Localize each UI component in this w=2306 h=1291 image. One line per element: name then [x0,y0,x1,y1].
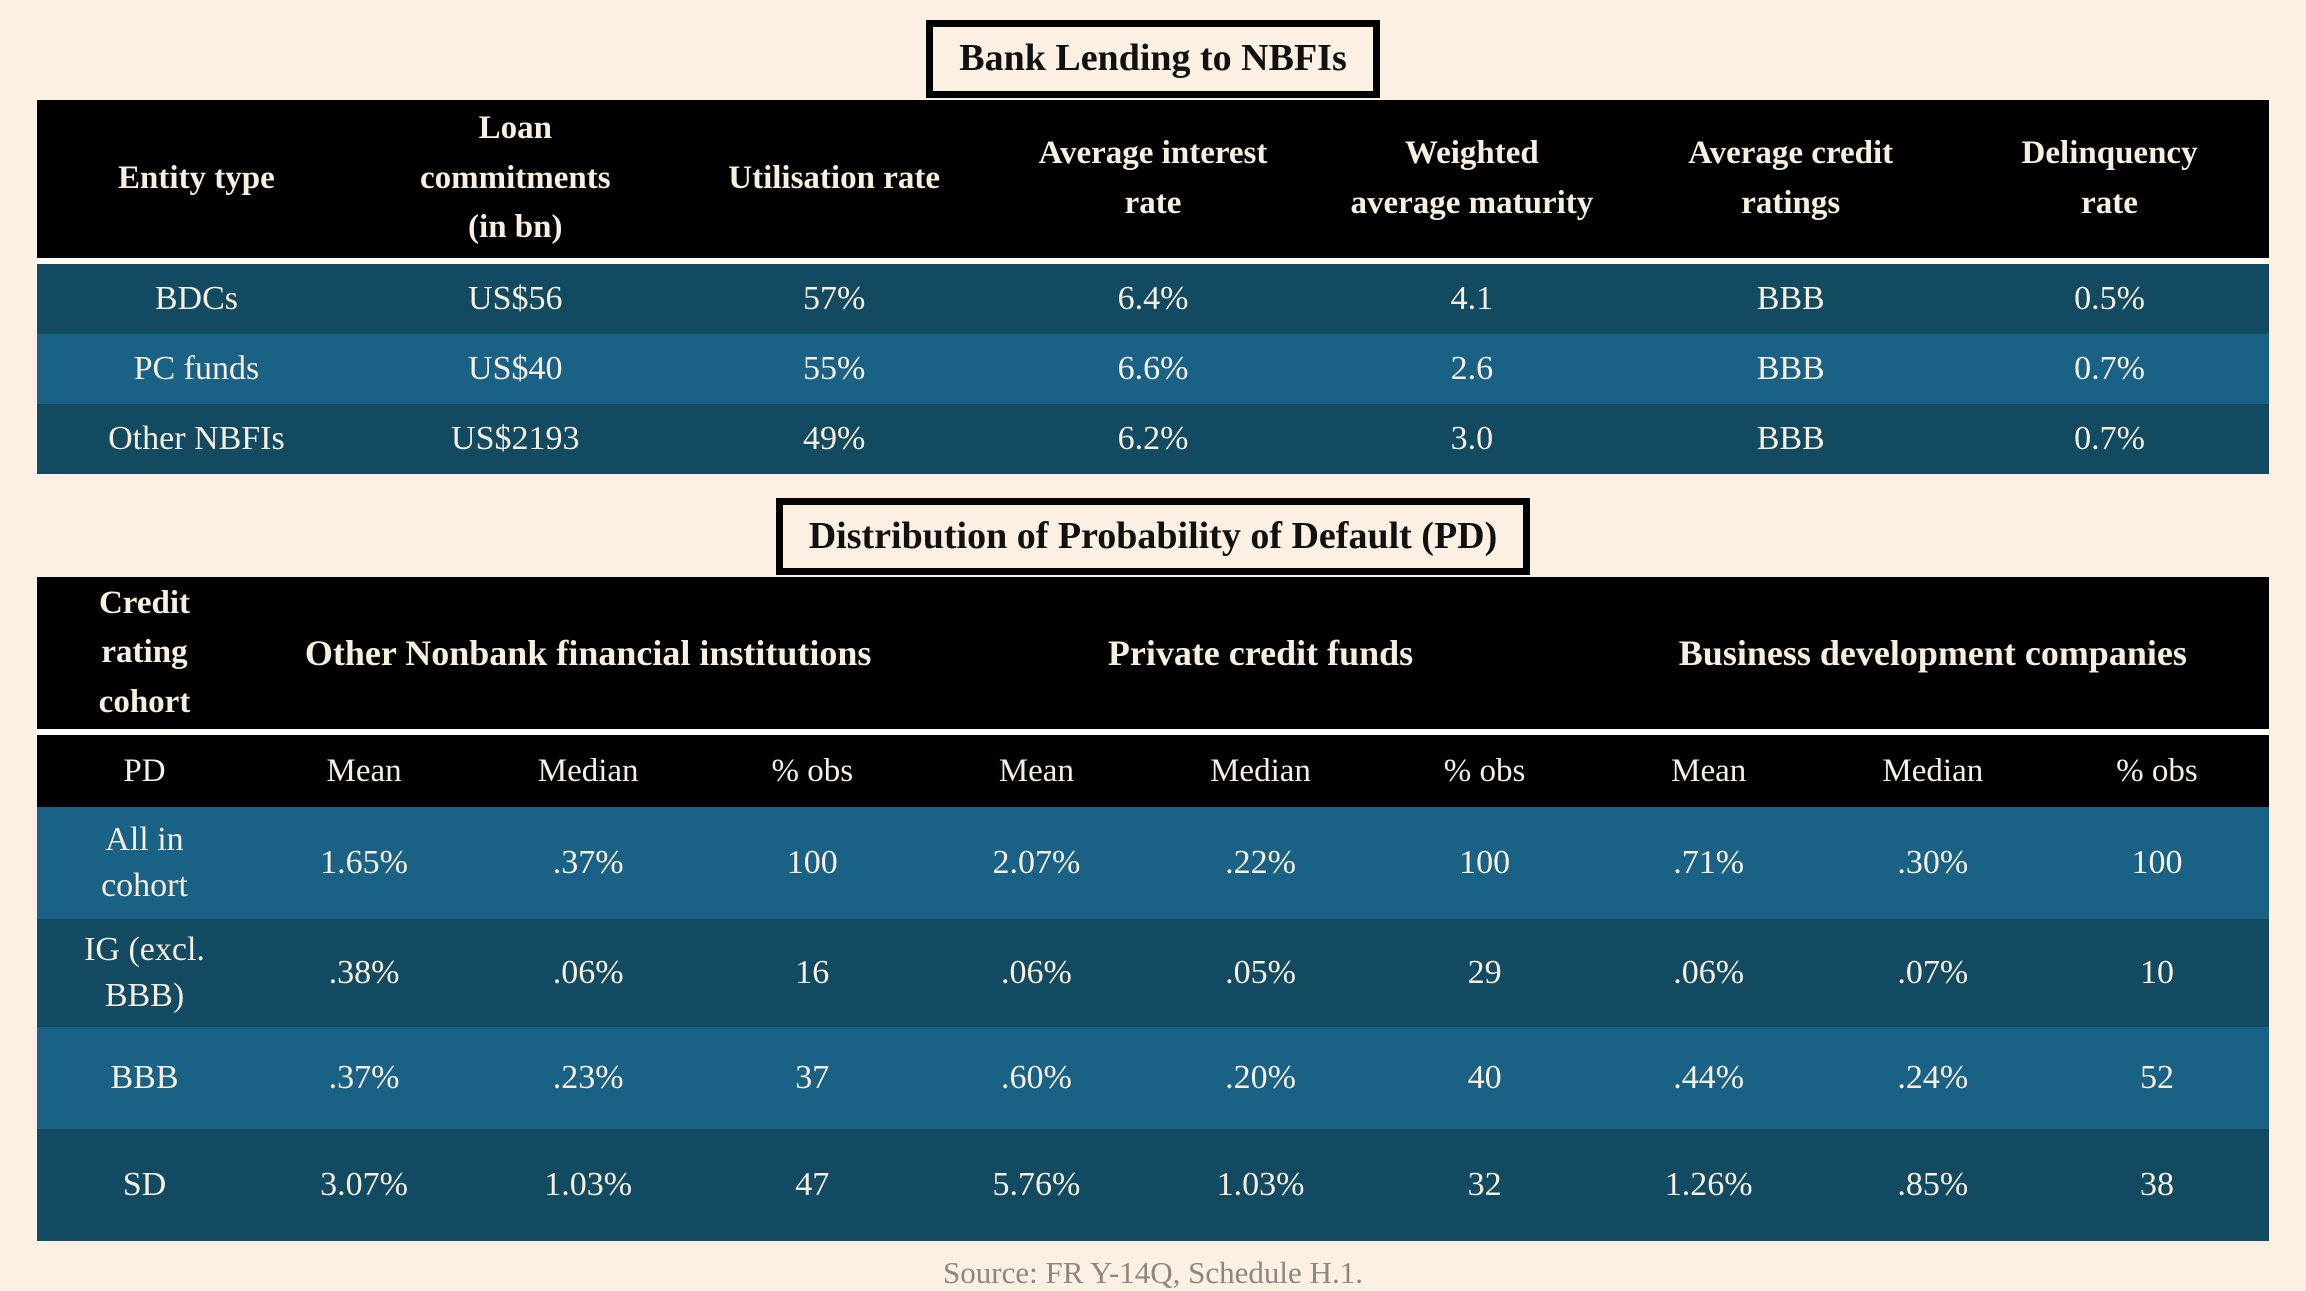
pd-distribution-table: Credit rating cohort Other Nonbank finan… [37,577,2269,1242]
table1-header-delinquency-rate: Delinquency rate [1950,99,2269,258]
source-note: Source: FR Y-14Q, Schedule H.1. [943,1255,1363,1291]
table2-cell: 1.26% [1596,1129,1821,1242]
table1-cell: 2.6 [1312,333,1632,404]
table2-cell: 100 [700,807,925,920]
table1-cell: US$56 [355,263,675,334]
table1-header-separator [37,257,2269,264]
table2-cell: 38 [2044,1129,2269,1242]
table2-cell: .06% [924,919,1149,1028]
table1-row-other-nbfis-label: Other NBFIs [37,403,356,474]
table2-title-box: Distribution of Probability of Default (… [775,497,1531,576]
table2-subheader-median-1: Median [476,735,701,808]
table1-header-utilisation-rate: Utilisation rate [674,99,994,258]
table2-corner-header: Credit rating cohort [37,577,252,730]
table1-cell: 6.2% [993,403,1313,474]
table2-title: Distribution of Probability of Default (… [808,514,1498,557]
table2-cell: .44% [1596,1027,1821,1130]
table2-subheader-mean-3: Mean [1596,735,1821,808]
table2-group-other-nbfi: Other Nonbank financial institutions [252,577,925,730]
table1-cell: US$2193 [355,403,675,474]
table1-title-box: Bank Lending to NBFIs [926,20,1380,98]
table2-cell: 10 [2044,919,2269,1028]
table2-cell: .71% [1596,807,1821,920]
table2-row-all-in-cohort-label: All in cohort [37,807,252,920]
bank-lending-table: Entity type Loan commitments (in bn) Uti… [37,99,2269,474]
table1-header-average-credit-ratings: Average credit ratings [1631,99,1951,258]
table1-cell: 0.5% [1950,263,2269,334]
table2-cell: 1.03% [476,1129,701,1242]
table2-cell: .20% [1148,1027,1373,1130]
table2-cell: 100 [2044,807,2269,920]
table2-subheader-obs-2: % obs [1372,735,1597,808]
table2-cell: .24% [1820,1027,2045,1130]
table2-cell: 16 [700,919,925,1028]
table2-subheader-obs-1: % obs [700,735,925,808]
table1-header-average-interest-rate: Average interest rate [993,99,1313,258]
table2-cell: 40 [1372,1027,1597,1130]
table2-cell: .37% [476,807,701,920]
table2-cell: 47 [700,1129,925,1242]
table1-title-row: Bank Lending to NBFIs [0,20,2306,98]
table2-cell: 1.65% [252,807,477,920]
table1-cell: 49% [674,403,994,474]
table1-cell: 6.4% [993,263,1313,334]
table1-cell: BBB [1631,333,1951,404]
table2-cell: 52 [2044,1027,2269,1130]
table1-header-loan-commitments: Loan commitments (in bn) [355,99,675,258]
table1-title: Bank Lending to NBFIs [959,37,1347,79]
table2-cell: 32 [1372,1129,1597,1242]
table2-subheader-median-2: Median [1148,735,1373,808]
table2-subheader-mean-2: Mean [924,735,1149,808]
table2-cell: .30% [1820,807,2045,920]
table2-group-bdcs: Business development companies [1596,577,2269,730]
table2-subheader-pd: PD [37,735,252,808]
table2-cell: .22% [1148,807,1373,920]
table1-cell: 3.0 [1312,403,1632,474]
table2-cell: .38% [252,919,477,1028]
table1-cell: BBB [1631,403,1951,474]
table2-row-sd-label: SD [37,1129,252,1242]
table2-cell: .85% [1820,1129,2045,1242]
table2-title-row: Distribution of Probability of Default (… [0,497,2306,576]
table2-cell: 100 [1372,807,1597,920]
table1-cell: 6.6% [993,333,1313,404]
table2-subheader-mean-1: Mean [252,735,477,808]
table1-cell: 0.7% [1950,403,2269,474]
table2-cell: 29 [1372,919,1597,1028]
table2-subheader-obs-3: % obs [2044,735,2269,808]
table2-cell: .60% [924,1027,1149,1130]
table1-cell: 4.1 [1312,263,1632,334]
table2-cell: 37 [700,1027,925,1130]
table1-row-pc-funds-label: PC funds [37,333,356,404]
table2-cell: .06% [476,919,701,1028]
table2-cell: 1.03% [1148,1129,1373,1242]
table2-group-private-credit-funds: Private credit funds [924,577,1597,730]
table2-cell: 5.76% [924,1129,1149,1242]
table1-header-weighted-average-maturity: Weighted average maturity [1312,99,1632,258]
table2-cell: .06% [1596,919,1821,1028]
table1-row-bdcs-label: BDCs [37,263,356,334]
table2-cell: .05% [1148,919,1373,1028]
table2-cell: 2.07% [924,807,1149,920]
table1-header-entity-type: Entity type [37,99,356,258]
table1-cell: 0.7% [1950,333,2269,404]
table2-row-ig-excl-bbb-label: IG (excl. BBB) [37,919,252,1028]
table2-cell: .23% [476,1027,701,1130]
table1-cell: 55% [674,333,994,404]
table2-row-bbb-label: BBB [37,1027,252,1130]
table2-cell: .07% [1820,919,2045,1028]
table2-subheader-median-3: Median [1820,735,2045,808]
table2-cell: 3.07% [252,1129,477,1242]
table2-cell: .37% [252,1027,477,1130]
table1-cell: US$40 [355,333,675,404]
table2-header-separator [37,729,2269,736]
table1-cell: 57% [674,263,994,334]
table1-cell: BBB [1631,263,1951,334]
